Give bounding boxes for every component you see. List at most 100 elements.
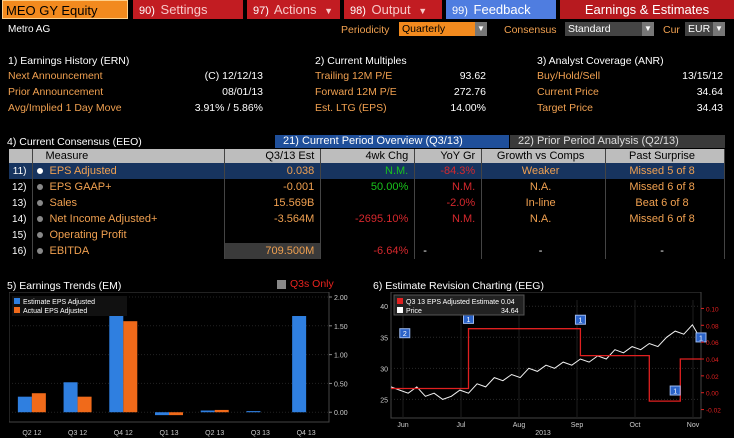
legend-box bbox=[393, 294, 525, 316]
revision-marker-count: 1 bbox=[467, 317, 471, 324]
comps-cell: N.A. bbox=[481, 211, 607, 227]
row-value: 93.62 bbox=[459, 70, 486, 82]
table-row[interactable]: 14) Net Income Adjusted+ -3.564M -2695.1… bbox=[9, 211, 725, 227]
table-row[interactable]: 16) EBITDA 709.500M -6.64% - - - bbox=[9, 243, 725, 259]
output-num: 98) bbox=[350, 5, 366, 17]
revision-chart-title[interactable]: 6) Estimate Revision Charting (EEG) bbox=[373, 280, 544, 292]
settings-button[interactable]: 90) Settings bbox=[133, 0, 243, 19]
bar-actual[interactable] bbox=[214, 409, 229, 413]
bar-estimate[interactable] bbox=[155, 412, 169, 416]
bar-actual[interactable] bbox=[77, 396, 92, 413]
measure-cell[interactable]: Operating Profit bbox=[32, 227, 226, 243]
bar-estimate[interactable] bbox=[63, 382, 78, 413]
radio-icon[interactable] bbox=[37, 216, 44, 223]
table-row[interactable]: 12) EPS GAAP+ -0.001 50.00% N.M. N.A. Mi… bbox=[9, 179, 725, 195]
earnings-trends-title[interactable]: 5) Earnings Trends (EM) bbox=[7, 280, 122, 292]
tab-current-period[interactable]: 21) Current Period Overview (Q3/13) bbox=[275, 135, 509, 148]
settings-num: 90) bbox=[139, 5, 155, 17]
list-item: Target Price 34.43 bbox=[537, 102, 723, 118]
settings-label: Settings bbox=[160, 2, 208, 17]
measure-cell[interactable]: Net Income Adjusted+ bbox=[32, 211, 226, 227]
y-right-tick-label: 0.04 bbox=[706, 357, 719, 364]
bar-estimate[interactable] bbox=[17, 396, 32, 413]
feedback-button[interactable]: 99) Feedback bbox=[446, 0, 556, 19]
q3s-only-label[interactable]: Q3s Only bbox=[290, 278, 334, 290]
est-cell: 709.500M bbox=[224, 243, 322, 259]
y-right-tick-label: 0.06 bbox=[706, 340, 719, 347]
chg-cell bbox=[320, 227, 416, 243]
chart-legend: Estimate EPS Adjusted Actual EPS Adjuste… bbox=[12, 296, 127, 316]
comps-cell: N.A. bbox=[481, 179, 607, 195]
est-cell: -3.564M bbox=[224, 211, 322, 227]
consensus-select[interactable]: Standard bbox=[565, 22, 642, 36]
feedback-label: Feedback bbox=[473, 2, 531, 17]
list-item: Avg/Implied 1 Day Move 3.91% / 5.86% bbox=[8, 102, 263, 118]
measure-cell[interactable]: EBITDA bbox=[32, 243, 226, 259]
bar-estimate[interactable] bbox=[246, 411, 261, 413]
table-row[interactable]: 13) Sales 15.569B -2.0% In-line Beat 6 o… bbox=[9, 195, 725, 211]
output-button[interactable]: 98) Output ▼ bbox=[344, 0, 442, 19]
radio-icon[interactable] bbox=[37, 184, 44, 191]
chevron-down-icon[interactable]: ▼ bbox=[713, 22, 725, 36]
yoy-cell: -2.0% bbox=[414, 195, 483, 211]
bar-actual[interactable] bbox=[169, 412, 183, 416]
measure-cell[interactable]: EPS GAAP+ bbox=[32, 179, 226, 195]
chevron-down-icon[interactable]: ▼ bbox=[475, 22, 487, 36]
surprise-cell: Beat 6 of 8 bbox=[605, 195, 725, 211]
tab-prior-period[interactable]: 22) Prior Period Analysis (Q2/13) bbox=[510, 135, 725, 148]
legend-label-estimate: Q3 13 EPS Adjusted Estimate bbox=[406, 299, 499, 306]
bar-estimate[interactable] bbox=[200, 410, 215, 413]
list-item: Buy/Hold/Sell 13/15/12 bbox=[537, 70, 723, 86]
consensus-title[interactable]: 4) Current Consensus (EEO) bbox=[7, 136, 142, 148]
y-left-tick-label: 30 bbox=[380, 366, 388, 373]
header-surprise: Past Surprise bbox=[605, 149, 725, 163]
bar-actual[interactable] bbox=[123, 321, 138, 413]
bar-estimate[interactable] bbox=[292, 316, 307, 413]
header-chg: 4wk Chg bbox=[320, 149, 416, 163]
y-tick-label: 1.00 bbox=[334, 353, 348, 360]
table-row[interactable]: 11) EPS Adjusted 0.038 N.M. -84.3% Weake… bbox=[9, 163, 725, 179]
y-right-tick-label: 0.02 bbox=[706, 374, 719, 381]
measure-cell[interactable]: Sales bbox=[32, 195, 226, 211]
table-header-row: Measure Q3/13 Est 4wk Chg YoY Gr Growth … bbox=[9, 149, 725, 163]
row-value: 34.43 bbox=[696, 102, 723, 114]
chevron-down-icon[interactable]: ▼ bbox=[642, 22, 654, 36]
row-label: Prior Announcement bbox=[8, 86, 104, 98]
periodicity-select[interactable]: Quarterly bbox=[399, 22, 475, 36]
header-cell-num bbox=[9, 149, 34, 163]
measure-cell[interactable]: EPS Adjusted bbox=[32, 163, 226, 179]
legend-swatch-estimate bbox=[14, 298, 20, 304]
y-left-tick-label: 40 bbox=[380, 304, 388, 311]
revision-marker-icon[interactable] bbox=[669, 385, 681, 396]
analyst-coverage-title[interactable]: 3) Analyst Coverage (ANR) bbox=[537, 55, 664, 67]
yoy-cell: - bbox=[414, 243, 483, 259]
radio-icon[interactable] bbox=[37, 200, 44, 207]
currency-select[interactable]: EUR bbox=[685, 22, 713, 36]
revision-marker-icon[interactable] bbox=[399, 328, 411, 339]
earnings-trends-chart: Q2 12 Q3 12 Q4 12 Q1 13 Q2 13 Q3 13 Q4 13 2.00… bbox=[9, 292, 348, 437]
x-tick-label: Q4 13 bbox=[297, 430, 316, 437]
earnings-history-title[interactable]: 1) Earnings History (ERN) bbox=[8, 55, 130, 67]
surprise-cell: Missed 6 of 8 bbox=[605, 211, 725, 227]
chg-cell: -2695.10% bbox=[320, 211, 416, 227]
x-tick-label: Sep bbox=[571, 422, 584, 429]
bar-estimate[interactable] bbox=[109, 303, 124, 413]
feedback-num: 99) bbox=[452, 5, 468, 17]
yoy-cell bbox=[414, 227, 483, 243]
surprise-cell: Missed 6 of 8 bbox=[605, 179, 725, 195]
price-line bbox=[390, 323, 702, 400]
q3s-only-checkbox[interactable] bbox=[277, 280, 286, 289]
radio-icon[interactable] bbox=[37, 248, 44, 255]
legend-swatch-actual bbox=[14, 307, 20, 313]
revision-marker-icon[interactable] bbox=[574, 314, 586, 325]
bar-actual[interactable] bbox=[31, 393, 46, 413]
radio-icon[interactable] bbox=[37, 232, 44, 239]
row-label: Trailing 12M P/E bbox=[315, 70, 393, 82]
legend-swatch-price bbox=[397, 307, 403, 313]
radio-icon[interactable] bbox=[37, 168, 44, 175]
table-row[interactable]: 15) Operating Profit bbox=[9, 227, 725, 243]
row-number: 12) bbox=[9, 179, 34, 195]
actions-button[interactable]: 97) Actions ▼ bbox=[247, 0, 340, 19]
consensus-label: Consensus bbox=[504, 24, 557, 36]
ticker-field[interactable]: MEO GY Equity bbox=[2, 0, 128, 19]
